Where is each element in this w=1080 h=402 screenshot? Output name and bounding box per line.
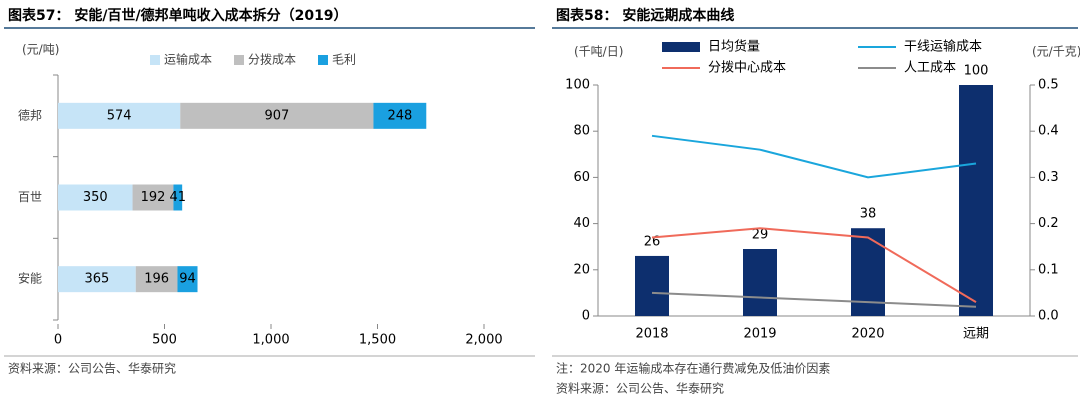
bar-segment <box>58 102 181 129</box>
legend-swatch <box>234 55 244 65</box>
x-tick-label: 2,000 <box>465 333 502 348</box>
line <box>651 227 977 303</box>
bar-segment <box>180 102 374 129</box>
x-tick-label: 500 <box>152 333 177 348</box>
legend-label: 人工成本 <box>904 61 956 76</box>
data-label: 248 <box>387 108 412 123</box>
y-tick-label: 20 <box>573 262 590 277</box>
x-tick-label: 2018 <box>635 327 668 342</box>
legend-swatch <box>318 55 328 65</box>
y-tick-label: 百世 <box>18 190 42 204</box>
bar-segment <box>58 266 136 293</box>
data-label: 38 <box>860 207 877 222</box>
y2-tick-label: 0.4 <box>1038 124 1059 139</box>
y-tick-label: 安能 <box>18 271 42 286</box>
bar <box>959 85 993 316</box>
data-label: 574 <box>107 108 132 123</box>
bar-segment <box>132 184 174 211</box>
y2-tick-label: 0.2 <box>1038 216 1059 231</box>
data-label: 26 <box>644 234 661 249</box>
y-tick-label: 0 <box>582 309 590 324</box>
y2-tick-label: 0.5 <box>1038 78 1059 93</box>
bar <box>635 255 669 316</box>
data-label: 907 <box>264 108 289 123</box>
y2-tick-label: 0.3 <box>1038 170 1059 185</box>
data-label: 100 <box>964 64 989 79</box>
data-label: 196 <box>144 272 169 287</box>
y-tick-label: 100 <box>565 78 590 93</box>
legend-swatch <box>662 42 700 52</box>
legend-label: 日均货量 <box>708 39 760 55</box>
source: 资料来源：公司公告、华泰研究 <box>556 381 724 396</box>
x-tick-label: 1,000 <box>252 333 289 348</box>
legend-label: 运输成本 <box>164 52 212 67</box>
data-label: 94 <box>179 272 196 287</box>
y-axis-label: (千吨/日) <box>574 45 623 59</box>
y-tick-label: 60 <box>573 170 590 185</box>
data-label: 350 <box>83 190 108 205</box>
data-label: 41 <box>170 190 187 205</box>
bar-segment <box>58 184 133 211</box>
y-tick-label: 德邦 <box>18 107 42 122</box>
legend-label: 干线运输成本 <box>904 39 982 55</box>
data-label: 192 <box>141 190 166 205</box>
legend-label: 分拨成本 <box>248 53 296 67</box>
x-tick-label: 远期 <box>963 327 989 342</box>
chart-title: 图表58： 安能远期成本曲线 <box>556 7 734 24</box>
y2-tick-label: 0.1 <box>1038 262 1059 277</box>
line <box>651 291 977 308</box>
source: 资料来源：公司公告、华泰研究 <box>8 361 176 376</box>
x-tick-label: 1,500 <box>359 333 396 348</box>
data-label: 29 <box>752 228 769 243</box>
legend-label: 毛利 <box>332 53 356 67</box>
chart-title: 图表57： 安能/百世/德邦单吨收入成本拆分（2019） <box>8 7 348 24</box>
bar-segment <box>373 102 427 129</box>
x-tick-label: 2019 <box>743 327 776 342</box>
x-tick-label: 2020 <box>851 327 884 342</box>
line <box>651 134 977 179</box>
y-tick-label: 40 <box>573 216 590 231</box>
y-tick-label: 80 <box>573 124 590 139</box>
unit-label: (元/吨) <box>22 43 59 57</box>
y2-axis-label: (元/千克) <box>1032 45 1080 59</box>
note: 注：2020 年运输成本存在通行费减免及低油价因素 <box>556 361 830 376</box>
bar-segment <box>177 266 198 293</box>
bar <box>743 249 777 316</box>
legend-label: 分拨中心成本 <box>708 61 786 76</box>
y2-tick-label: 0.0 <box>1038 309 1059 324</box>
legend-swatch <box>150 55 160 65</box>
bar-segment <box>135 266 178 293</box>
data-label: 365 <box>84 272 109 287</box>
bar-segment <box>173 184 183 211</box>
x-tick-label: 0 <box>54 333 62 348</box>
